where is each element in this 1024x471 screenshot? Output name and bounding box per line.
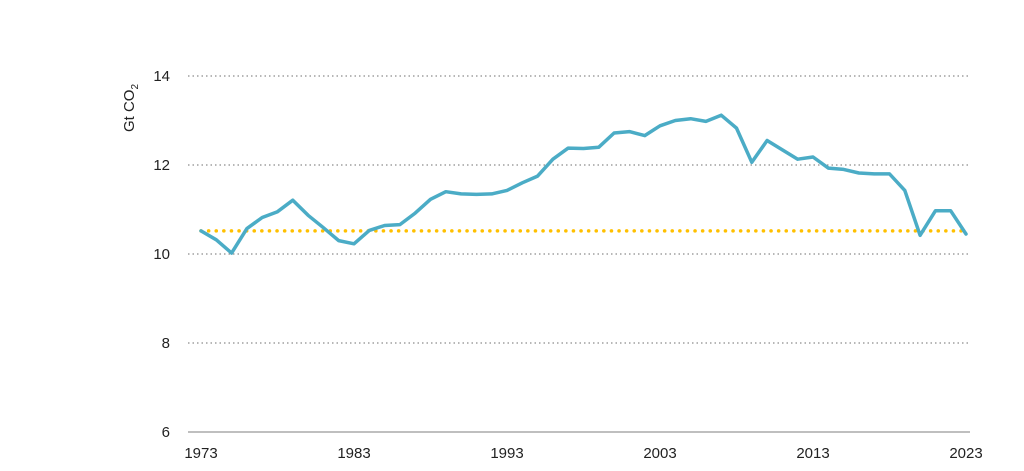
- y-tick-label: 10: [153, 246, 170, 263]
- x-tick-label: 1983: [337, 445, 370, 462]
- y-tick-label: 14: [153, 68, 170, 85]
- y-axis-title-main: Gt CO: [121, 90, 138, 133]
- x-tick-label: 2023: [949, 445, 982, 462]
- y-axis-ticks: 14 12 10 8 6: [153, 68, 170, 441]
- y-axis-title-subscript: 2: [130, 84, 141, 90]
- x-tick-label: 1973: [184, 445, 217, 462]
- x-tick-label: 2013: [796, 445, 829, 462]
- y-tick-label: 12: [153, 157, 170, 174]
- x-axis-ticks: 1973 1983 1993 2003 2013 2023: [184, 445, 982, 462]
- y-axis-title: Gt CO2: [121, 84, 141, 133]
- y-tick-label: 6: [162, 424, 170, 441]
- x-tick-label: 1993: [490, 445, 523, 462]
- series-group: [199, 113, 968, 255]
- x-tick-label: 2003: [643, 445, 676, 462]
- y-tick-label: 8: [162, 335, 170, 352]
- gridlines: [188, 75, 970, 433]
- series-line: [199, 113, 968, 255]
